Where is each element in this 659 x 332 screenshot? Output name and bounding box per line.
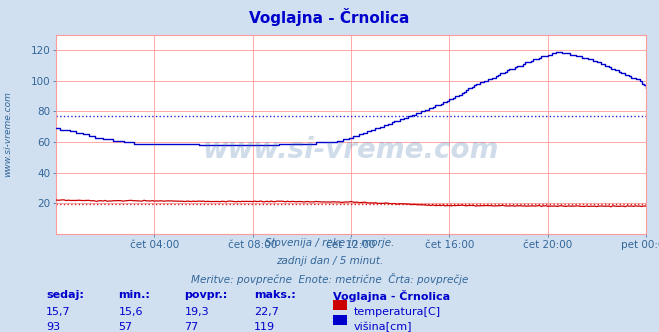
Text: 19,3: 19,3	[185, 307, 209, 317]
Text: temperatura[C]: temperatura[C]	[354, 307, 441, 317]
Text: 119: 119	[254, 322, 275, 332]
Text: maks.:: maks.:	[254, 290, 295, 300]
Text: www.si-vreme.com: www.si-vreme.com	[203, 136, 499, 164]
Text: 22,7: 22,7	[254, 307, 279, 317]
Text: višina[cm]: višina[cm]	[354, 322, 413, 332]
Text: 15,7: 15,7	[46, 307, 71, 317]
Text: 93: 93	[46, 322, 60, 332]
Text: 15,6: 15,6	[119, 307, 143, 317]
Text: 57: 57	[119, 322, 132, 332]
Text: www.si-vreme.com: www.si-vreme.com	[3, 92, 13, 177]
Text: Voglajna - Črnolica: Voglajna - Črnolica	[333, 290, 450, 302]
Text: zadnji dan / 5 minut.: zadnji dan / 5 minut.	[276, 256, 383, 266]
Text: Voglajna - Črnolica: Voglajna - Črnolica	[249, 8, 410, 26]
Text: 77: 77	[185, 322, 199, 332]
Text: Slovenija / reke in morje.: Slovenija / reke in morje.	[265, 238, 394, 248]
Text: Meritve: povprečne  Enote: metrične  Črta: povprečje: Meritve: povprečne Enote: metrične Črta:…	[191, 273, 468, 285]
Text: sedaj:: sedaj:	[46, 290, 84, 300]
Text: min.:: min.:	[119, 290, 150, 300]
Text: povpr.:: povpr.:	[185, 290, 228, 300]
